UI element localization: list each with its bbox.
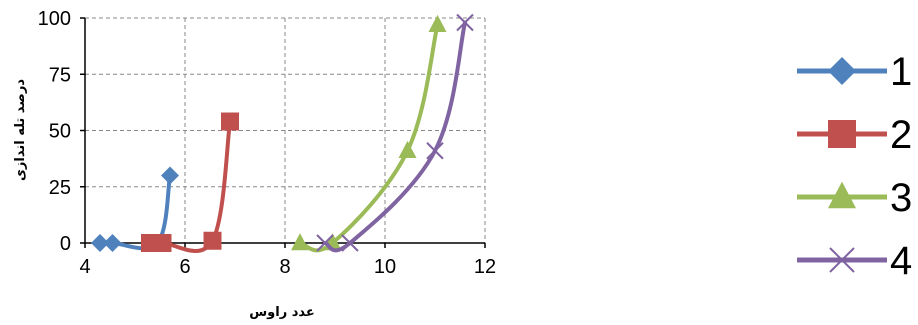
y-tick-label: 25 (49, 177, 71, 199)
series-4 (316, 13, 474, 253)
x-tick-label: 4 (79, 256, 90, 278)
y-tick-label: 0 (60, 233, 71, 255)
x-tick-label: 10 (374, 256, 396, 278)
y-tick-label: 100 (38, 8, 71, 30)
x-tick-label: 8 (279, 256, 290, 278)
series-line (323, 20, 467, 253)
data-point-diamond (161, 166, 179, 185)
tick-labels: 4 6 8 10 12 0 25 50 75 100 (38, 8, 497, 278)
data-point-diamond (103, 234, 122, 252)
x-tick-label: 6 (179, 256, 190, 278)
data-point-square (828, 120, 856, 148)
legend-item-4: 4 (797, 239, 912, 283)
y-axis-label: درصد تله اندازی (13, 79, 28, 181)
legend-label: 4 (890, 239, 912, 283)
data-point-diamond (91, 234, 109, 252)
legend-label: 3 (890, 176, 912, 220)
series-2 (141, 112, 239, 253)
legend-label: 2 (890, 113, 912, 157)
legend-item-1: 1 (797, 50, 912, 94)
x-tick-label: 12 (474, 256, 496, 278)
data-point-x (426, 142, 444, 160)
grid-lines (85, 17, 486, 243)
data-point-triangle (291, 233, 309, 251)
x-axis-label: عدد راوس (249, 305, 315, 320)
legend-label: 1 (890, 50, 912, 94)
data-point-triangle (398, 140, 417, 158)
data-point-triangle (428, 14, 447, 32)
y-tick-label: 75 (49, 64, 71, 86)
data-point-diamond (828, 57, 856, 85)
legend-item-2: 2 (797, 113, 912, 157)
data-point-x (341, 234, 359, 252)
legend: 1 2 3 4 (797, 50, 912, 283)
axes (80, 17, 486, 248)
series-layer (91, 13, 474, 253)
series-3 (291, 14, 447, 253)
data-point-square (221, 112, 239, 131)
series-line (298, 22, 440, 253)
legend-item-3: 3 (797, 176, 912, 220)
data-point-x (829, 247, 855, 273)
data-point-square (153, 234, 172, 252)
data-point-x (316, 234, 334, 252)
y-tick-label: 50 (49, 121, 71, 143)
data-point-square (203, 231, 222, 250)
data-point-x (456, 13, 474, 32)
data-point-triangle (828, 181, 856, 209)
